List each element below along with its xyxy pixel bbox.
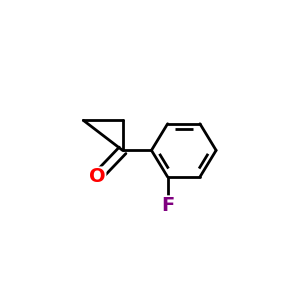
Text: O: O (89, 167, 106, 186)
Text: F: F (161, 196, 174, 215)
